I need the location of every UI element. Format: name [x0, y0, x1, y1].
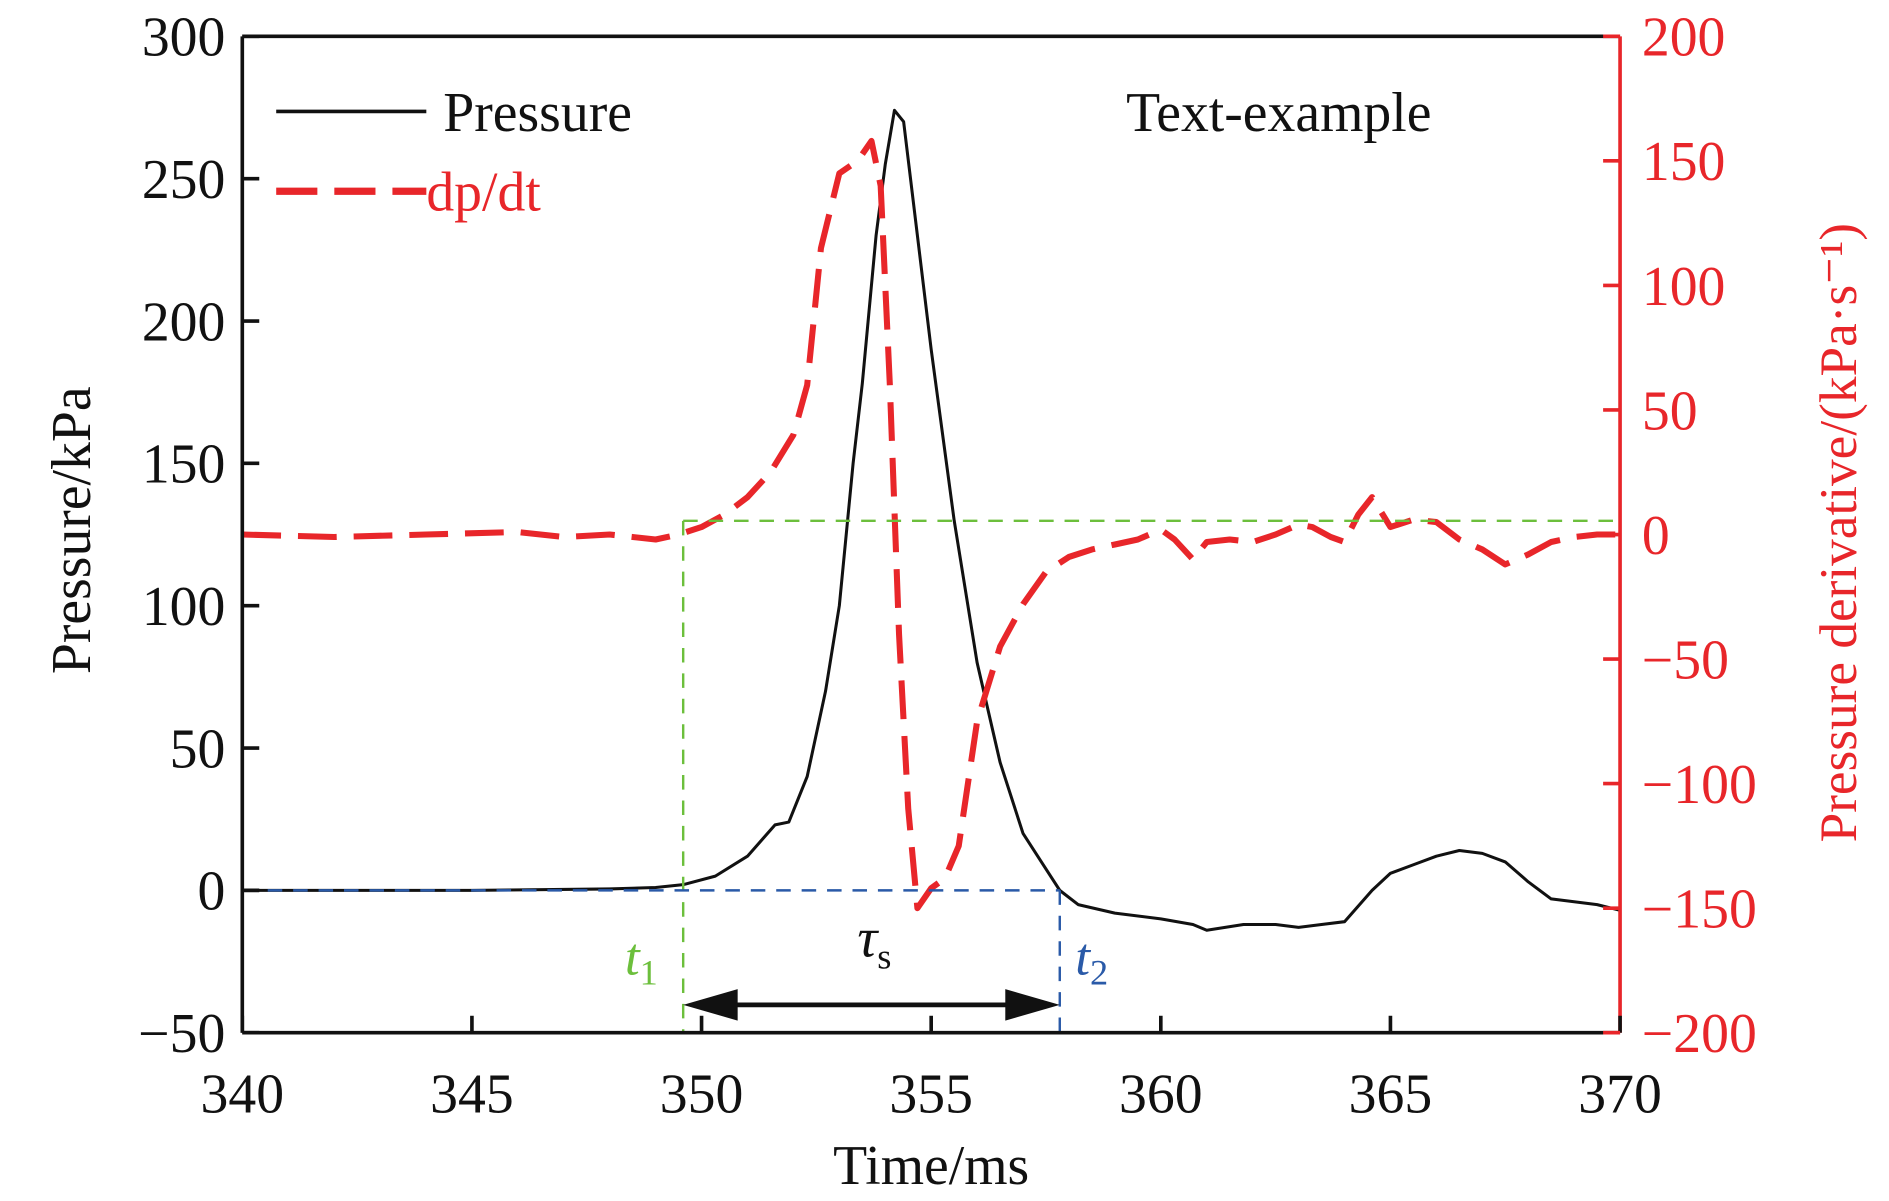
y-left-tick-label: 200: [142, 291, 226, 353]
y-right-axis-label: Pressure derivative/(kPa·s⁻¹): [1809, 223, 1868, 842]
x-tick-label: 355: [889, 1064, 973, 1126]
y-right-tick-label: 100: [1642, 256, 1726, 318]
tau-sub: s: [877, 937, 891, 977]
t2-sub: 2: [1090, 952, 1108, 992]
duration-arrow-left-head: [683, 989, 738, 1021]
tau-label: τs: [857, 907, 891, 976]
dpdt-line: [242, 137, 1621, 912]
t2-label: t2: [1075, 928, 1108, 993]
y-right-tick-label: 50: [1642, 380, 1698, 442]
x-tick-label: 340: [201, 1064, 285, 1126]
x-axis-label: Time/ms: [833, 1135, 1029, 1197]
x-tick-label: 360: [1119, 1064, 1203, 1126]
pressure-line: [242, 108, 1621, 932]
y-right-tick-label: 0: [1642, 505, 1670, 567]
t1-sub: 1: [640, 952, 658, 992]
duration-arrow-right-head: [1005, 989, 1060, 1021]
x-tick-label: 365: [1349, 1064, 1433, 1126]
y-left-tick-label: 250: [142, 149, 226, 211]
t1-label: t1: [625, 928, 658, 993]
y-left-tick-label: 300: [142, 7, 226, 69]
y-right-tick-label: −100: [1642, 754, 1757, 816]
y-right-tick-label: 150: [1642, 131, 1726, 193]
x-tick-label: 345: [430, 1064, 514, 1126]
y-right-tick-label: 200: [1642, 7, 1726, 69]
y-left-tick-label: 50: [170, 718, 226, 780]
y-left-tick-label: −50: [138, 1003, 225, 1065]
y-right-tick-label: −200: [1642, 1003, 1757, 1065]
t2-letter: t: [1075, 928, 1091, 987]
y-right-tick-label: −150: [1642, 879, 1757, 941]
tau-letter: τ: [857, 907, 879, 969]
y-right-tick-label: −50: [1642, 629, 1729, 691]
y-left-axis-label: Pressure/kPa: [41, 386, 103, 674]
y-left-tick-label: 100: [142, 576, 226, 638]
x-tick-label: 350: [660, 1064, 744, 1126]
y-left-tick-label: 150: [142, 434, 226, 496]
t1-letter: t: [625, 928, 641, 987]
annotation-text: Text-example: [1126, 82, 1431, 144]
x-tick-label: 370: [1578, 1064, 1662, 1126]
legend-pressure-label: Pressure: [443, 82, 632, 144]
y-left-tick-label: 0: [198, 861, 226, 923]
legend-dpdt-label: dp/dt: [426, 162, 541, 224]
